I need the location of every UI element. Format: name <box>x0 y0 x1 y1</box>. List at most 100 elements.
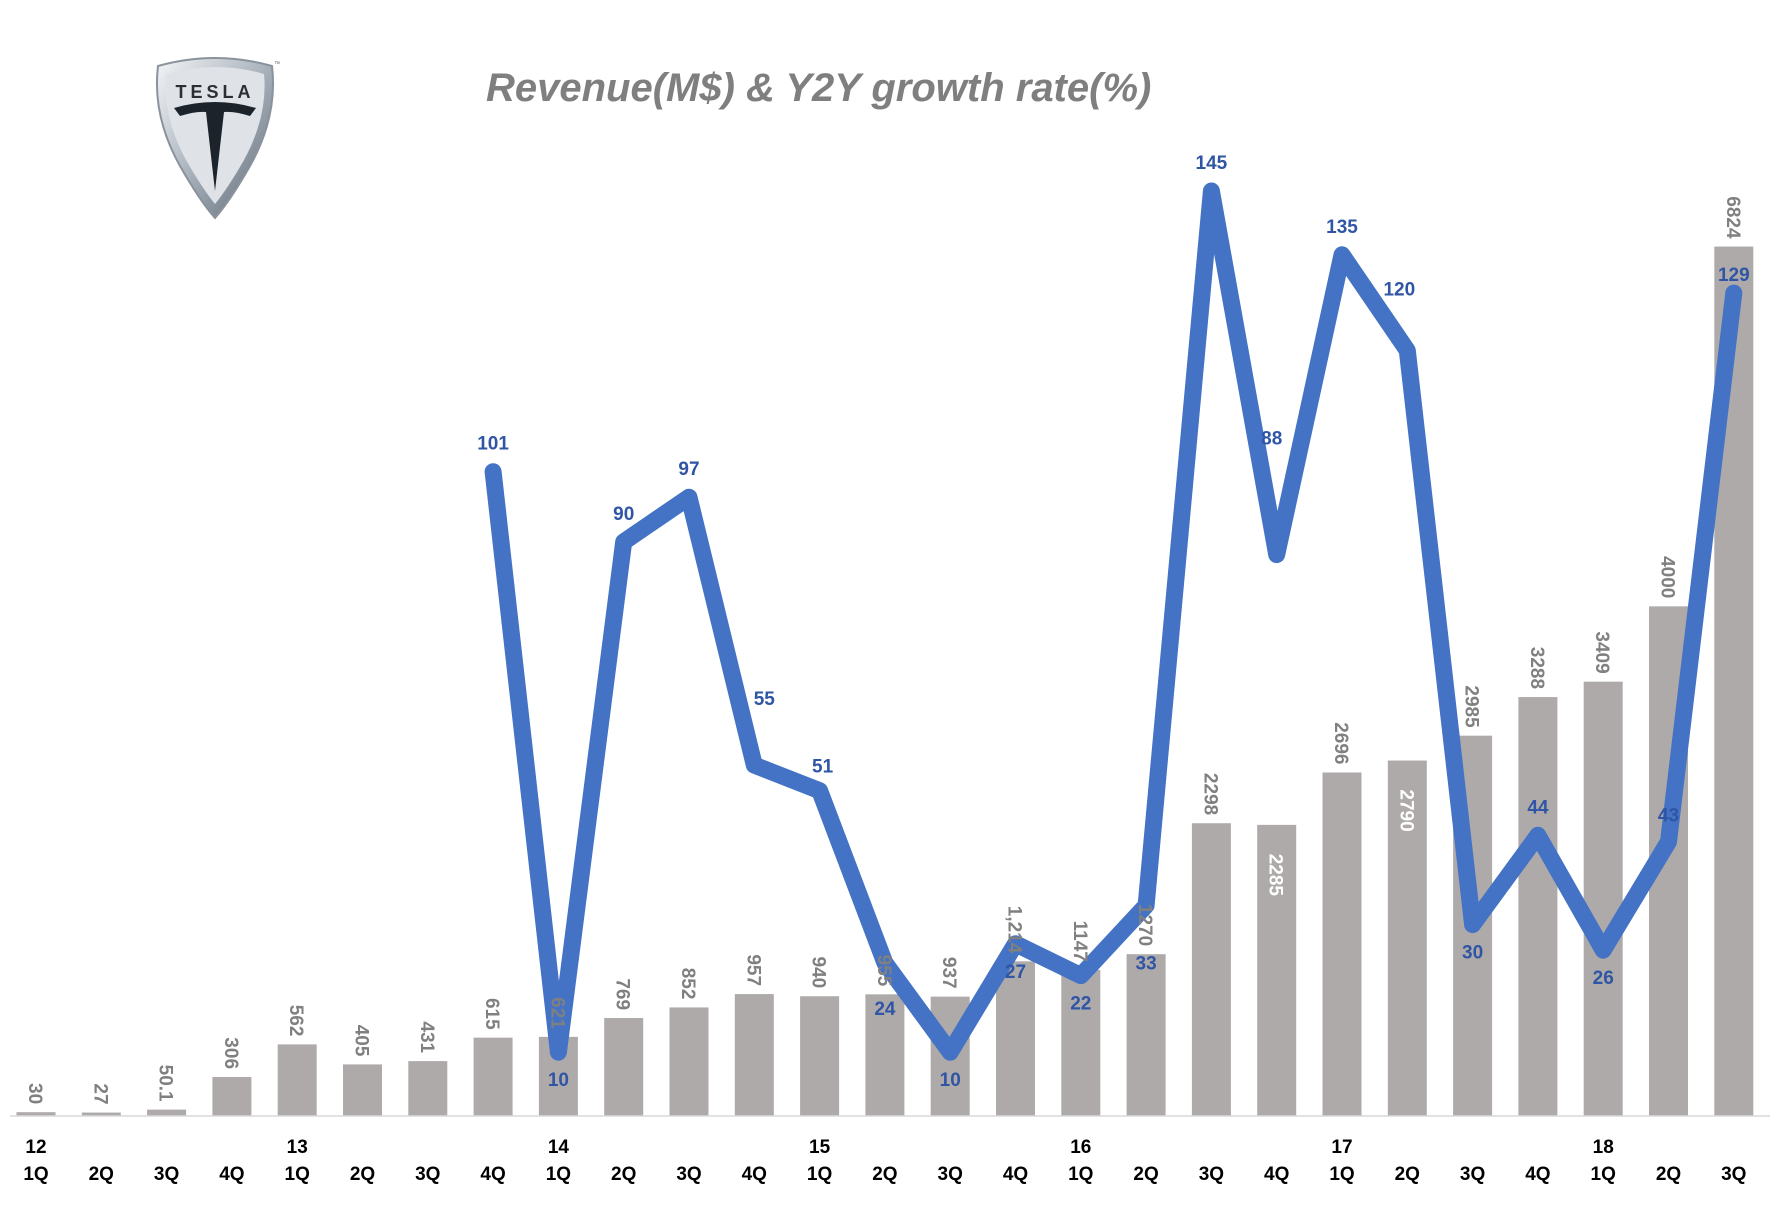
x-tick-quarter: 4Q <box>1003 1164 1028 1185</box>
x-tick-year: 13 <box>287 1137 308 1158</box>
revenue-bar <box>1387 760 1427 1116</box>
growth-rate-point <box>1341 253 1343 256</box>
x-tick-quarter: 2Q <box>89 1164 114 1185</box>
growth-rate-label: 90 <box>613 504 634 525</box>
growth-rate-point <box>557 1051 560 1054</box>
x-tick-quarter: 3Q <box>676 1164 701 1185</box>
growth-rate-label: 129 <box>1718 265 1750 286</box>
revenue-bar <box>1583 681 1623 1116</box>
x-tick-year: 17 <box>1331 1137 1352 1158</box>
growth-rate-label: 44 <box>1527 797 1549 818</box>
revenue-bar <box>343 1064 382 1116</box>
x-tick-quarter: 1Q <box>1591 1164 1616 1185</box>
growth-rate-point <box>1471 923 1474 926</box>
growth-rate-label: 30 <box>1462 943 1483 964</box>
growth-rate-point <box>1145 904 1148 907</box>
growth-rate-label: 51 <box>812 757 834 778</box>
revenue-bar-label: 852 <box>677 968 698 1000</box>
revenue-bar-label: 6824 <box>1722 196 1743 239</box>
x-tick-year: 16 <box>1070 1137 1091 1158</box>
revenue-bar <box>1257 824 1297 1116</box>
growth-rate-point <box>688 496 690 499</box>
revenue-bar-label: 940 <box>808 957 829 989</box>
x-tick-quarter: 4Q <box>1525 1164 1550 1185</box>
revenue-bar <box>408 1061 448 1116</box>
growth-rate-label: 33 <box>1136 953 1157 974</box>
x-tick-quarter: 3Q <box>1721 1164 1746 1185</box>
revenue-bar-label: 2696 <box>1330 722 1351 764</box>
revenue-bar-label: 405 <box>351 1025 372 1057</box>
revenue-bar-label: 50.1 <box>155 1065 176 1102</box>
revenue-bar <box>604 1018 644 1116</box>
revenue-bar <box>81 1112 121 1116</box>
growth-rate-label: 43 <box>1658 806 1679 827</box>
growth-rate-point <box>622 540 625 543</box>
growth-rate-point <box>1732 292 1735 295</box>
growth-rate-label: 88 <box>1261 429 1282 450</box>
growth-rate-point <box>492 470 495 473</box>
revenue-bar-label: 2298 <box>1199 773 1220 815</box>
growth-rate-point <box>1014 942 1017 945</box>
growth-rate-line <box>484 182 1743 1061</box>
revenue-bar-label: 769 <box>612 978 633 1010</box>
growth-rate-point <box>1536 834 1539 837</box>
revenue-bar <box>996 961 1035 1116</box>
revenue-bar <box>734 994 774 1116</box>
revenue-bar-label: 957 <box>742 954 763 986</box>
revenue-bar-label: 2985 <box>1461 685 1482 728</box>
growth-rate-point <box>883 961 886 964</box>
revenue-bar <box>865 994 905 1116</box>
revenue-bar <box>212 1077 252 1116</box>
growth-rate-label: 27 <box>1005 962 1026 983</box>
revenue-bar-label: 937 <box>938 957 959 989</box>
x-tick-quarter: 1Q <box>807 1164 832 1185</box>
revenue-bar-label: 27 <box>89 1083 110 1104</box>
growth-rate-label: 10 <box>548 1070 569 1091</box>
growth-rate-point <box>1602 949 1605 952</box>
x-tick-quarter: 2Q <box>1133 1164 1158 1185</box>
revenue-bar <box>1518 697 1558 1116</box>
svg-text:TESLA: TESLA <box>175 82 254 102</box>
x-tick-quarter: 3Q <box>938 1164 963 1185</box>
growth-rate-point <box>1210 190 1213 192</box>
revenue-bar-label: 615 <box>481 998 502 1030</box>
x-tick-quarter: 2Q <box>611 1164 636 1185</box>
svg-text:™: ™ <box>274 61 280 68</box>
x-tick-quarter: 4Q <box>742 1164 767 1185</box>
growth-rate-label: 55 <box>754 689 776 710</box>
x-tick-quarter: 4Q <box>1264 1164 1289 1185</box>
growth-rate-label: 101 <box>477 434 509 455</box>
x-tick-quarter: 1Q <box>23 1164 48 1185</box>
revenue-bar <box>1191 823 1231 1116</box>
growth-rate-label: 97 <box>678 459 699 480</box>
x-tick-quarter: 3Q <box>1199 1164 1224 1185</box>
x-tick-year: 14 <box>548 1137 570 1158</box>
x-tick-quarter: 2Q <box>872 1164 897 1185</box>
revenue-bar-label: 1270 <box>1134 904 1155 946</box>
revenue-bar-label: 4000 <box>1657 556 1678 598</box>
revenue-bar-label: 3409 <box>1591 631 1612 673</box>
x-tick-quarter: 3Q <box>1460 1164 1485 1185</box>
revenue-bar-label: 306 <box>220 1037 241 1069</box>
growth-rate-point <box>1079 974 1082 977</box>
x-tick-quarter: 1Q <box>1329 1164 1354 1185</box>
revenue-bar-label: 1,214 <box>1004 906 1025 954</box>
x-tick-quarter: 1Q <box>546 1164 571 1185</box>
revenue-bar-label: 621 <box>546 997 567 1029</box>
growth-rate-label: 120 <box>1383 279 1415 300</box>
revenue-bar-label: 2285 <box>1265 854 1286 897</box>
growth-rate-label: 24 <box>874 999 896 1020</box>
x-tick-quarter: 1Q <box>285 1164 310 1185</box>
x-tick-quarter: 1Q <box>1068 1164 1093 1185</box>
x-tick-year: 15 <box>809 1137 831 1158</box>
revenue-bar <box>800 996 840 1116</box>
x-tick-quarter: 2Q <box>350 1164 375 1185</box>
x-tick-quarter: 2Q <box>1395 1164 1420 1185</box>
revenue-bar <box>1322 772 1362 1116</box>
chart-title: Revenue(M$) & Y2Y growth rate(%) <box>486 66 1152 110</box>
growth-rate-point <box>818 789 821 792</box>
revenue-bar <box>277 1044 317 1116</box>
growth-rate-label: 22 <box>1070 994 1091 1015</box>
x-tick-quarter: 3Q <box>415 1164 440 1185</box>
revenue-bar <box>16 1112 56 1116</box>
